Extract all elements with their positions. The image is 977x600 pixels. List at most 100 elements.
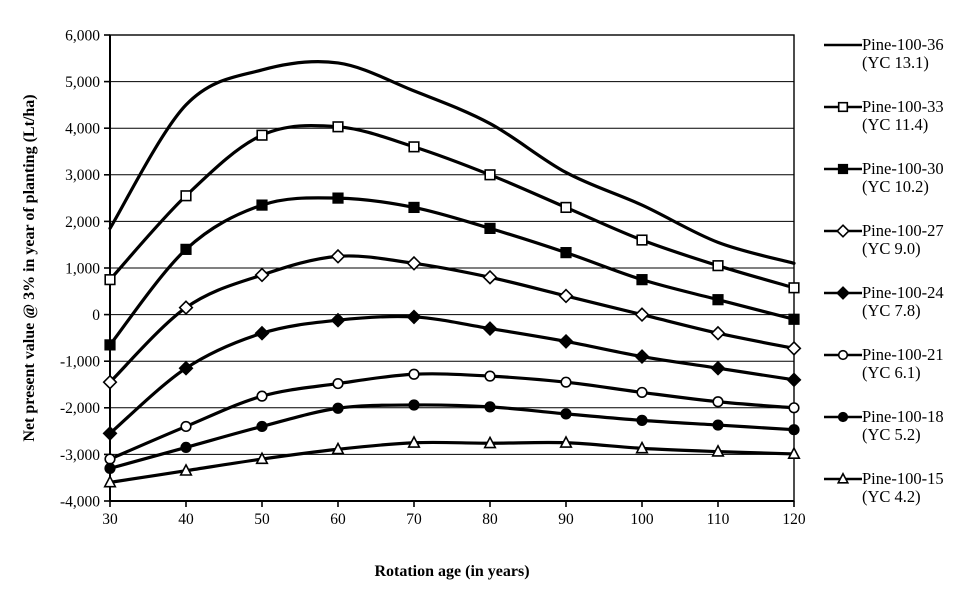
x-tick-label: 60 [330,511,346,528]
legend-series-name: Pine-100-21 [862,344,944,364]
marker-circle-open [560,376,572,388]
series-line-pine-100-24 [108,314,796,436]
series-line-pine-100-15 [108,440,796,484]
legend-yield-class: (YC 11.4) [862,115,929,135]
marker-diamond-filled [178,360,194,376]
marker-diamond-filled [634,349,650,364]
marker-square-open [788,282,800,294]
y-tick-label: -2,000 [60,400,100,417]
legend-item-pine-100-30: Pine-100-30 (YC 10.2) [824,158,976,197]
marker-circle-open [712,396,724,408]
marker-square-open [180,190,192,202]
marker-diamond-filled [482,321,498,337]
marker-circle-filled [788,424,800,436]
marker-square-filled [256,199,268,211]
legend-row: Pine-100-30 [824,158,976,178]
marker-square-filled [408,201,420,214]
marker-diamond-open [254,267,270,283]
marker-triangle-open [407,435,421,448]
y-tick-label: -1,000 [60,354,100,371]
marker-diamond-filled [406,309,422,325]
legend-none-sample-icon [824,43,862,47]
marker-diamond-filled [558,333,574,349]
legend-circle-filled-sample-icon [824,411,862,422]
marker-square-filled [560,247,572,259]
x-tick-label: 50 [254,511,270,528]
legend-row: Pine-100-27 [824,220,976,240]
marker-triangle-open [711,444,725,457]
legend-series-name: Pine-100-24 [862,282,944,302]
legend-yield-class: (YC 6.1) [862,363,921,383]
marker-circle-open [837,349,849,361]
series-line-pine-100-30 [108,196,796,347]
marker-circle-filled [636,414,648,426]
marker-square-filled [332,192,344,204]
legend-series-name: Pine-100-36 [862,35,944,54]
legend-series-name: Pine-100-30 [862,158,944,178]
legend-row: Pine-100-21 [824,344,976,364]
marker-circle-open [180,420,192,433]
marker-diamond-filled [330,312,346,328]
marker-square-open [332,121,344,133]
marker-circle-open [332,377,344,390]
marker-circle-open [484,370,496,382]
series-line-pine-100-21 [108,372,796,461]
legend-item-pine-100-36: Pine-100-36 (YC 13.1) [824,35,976,73]
marker-triangle-open [255,451,269,465]
y-tick-label: -4,000 [60,493,100,510]
legend-item-pine-100-33: Pine-100-33 (YC 11.4) [824,97,976,135]
marker-square-open [256,129,268,141]
legend-yield-class: (YC 5.2) [862,425,921,445]
marker-diamond-open [634,307,650,323]
marker-square-filled [180,243,192,255]
marker-circle-open [636,386,648,399]
marker-circle-filled [332,402,344,414]
legend-item-pine-100-24: Pine-100-24 (YC 7.8) [824,282,976,321]
marker-square-open [408,141,420,153]
marker-square-filled [104,339,116,351]
marker-square-filled [636,274,648,286]
legend-circle-open-sample-icon [824,349,862,361]
legend-yield-class: (YC 7.8) [862,301,921,321]
marker-diamond-filled [836,286,850,300]
y-tick-label: 4,000 [65,121,100,138]
legend-series-name: Pine-100-15 [862,468,944,488]
legend-item-pine-100-21: Pine-100-21 (YC 6.1) [824,344,976,383]
marker-triangle-open [836,471,850,484]
marker-circle-filled [256,420,268,433]
y-tick-label: 0 [92,307,100,324]
marker-triangle-open [331,441,345,455]
legend-series-name: Pine-100-27 [862,220,944,240]
marker-circle-open [788,402,800,414]
marker-diamond-filled [254,325,270,341]
marker-triangle-open [103,474,117,488]
marker-circle-filled [560,408,572,420]
legend-row: Pine-100-24 [824,282,976,302]
marker-square-open [560,201,572,214]
marker-circle-filled [408,399,420,411]
marker-diamond-open [558,288,574,304]
marker-triangle-open [179,463,193,476]
marker-triangle-open [483,435,497,449]
series-line-pine-100-33 [108,123,796,290]
x-tick-label: 110 [707,511,730,528]
legend-square-filled-sample-icon [824,164,862,175]
marker-triangle-open [559,435,573,448]
marker-diamond-open [482,269,498,285]
legend-row: Pine-100-18 [824,407,976,426]
legend-row: Pine-100-15 [824,468,976,488]
marker-circle-filled [180,441,192,454]
marker-square-open [712,260,724,272]
marker-diamond-filled [786,372,802,388]
marker-diamond-open [836,224,850,238]
x-axis-title: Rotation age (in years) [374,563,530,580]
y-tick-label: -3,000 [60,447,100,464]
legend-item-pine-100-15: Pine-100-15 (YC 4.2) [824,468,976,507]
marker-circle-filled [837,411,849,422]
marker-circle-open [256,390,268,402]
marker-square-filled [712,294,724,306]
legend-item-pine-100-18: Pine-100-18 (YC 5.2) [824,407,976,445]
legend-yield-class: (YC 4.2) [862,487,921,507]
series-line-pine-100-18 [108,403,796,470]
